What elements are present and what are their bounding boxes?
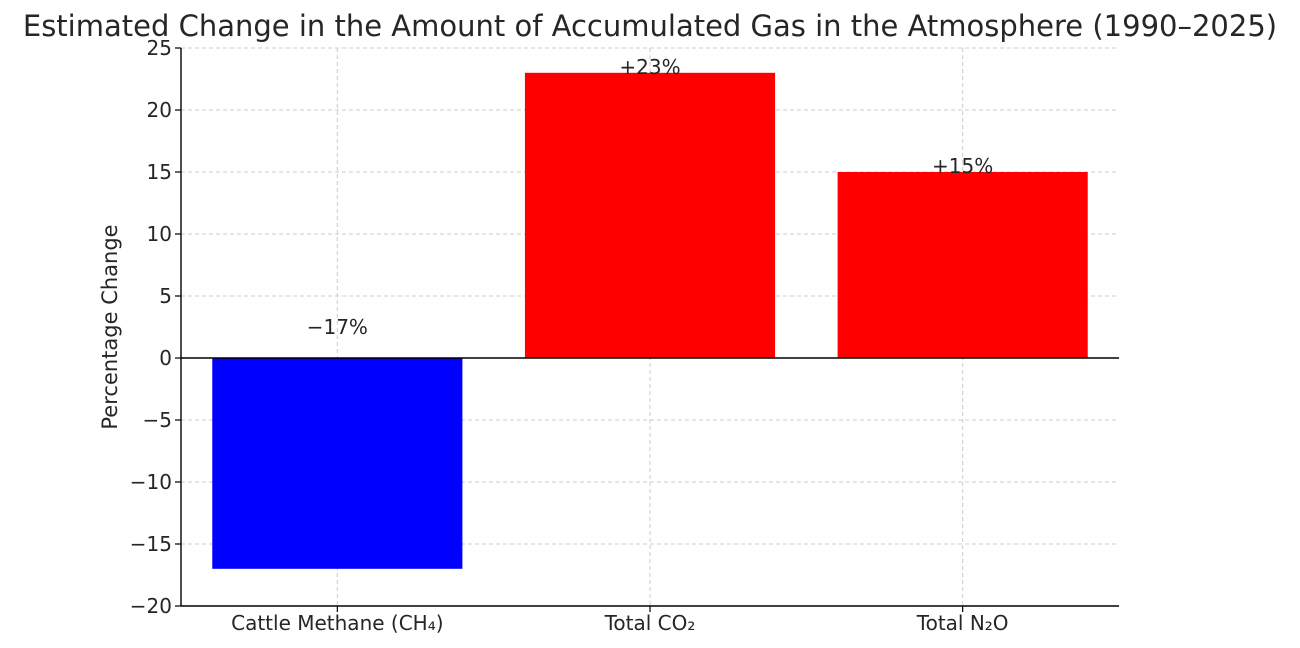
data-label: −17% xyxy=(307,315,368,339)
axes xyxy=(175,47,1119,612)
bar-2 xyxy=(524,72,776,359)
y-tick-label: 20 xyxy=(147,98,172,122)
y-tick-label: 15 xyxy=(147,160,172,184)
labels: −20 −15 −10 −5 0 5 10 15 20 25 Cattle Methane (CH₄… xyxy=(130,36,1009,635)
chart-title: Estimated Change in the Amount of Accumu… xyxy=(23,9,1277,43)
data-label: +15% xyxy=(932,154,993,178)
y-tick-label: 0 xyxy=(159,346,172,370)
x-tick-label: Total N₂O xyxy=(916,611,1009,635)
y-axis-label: Percentage Change xyxy=(98,224,122,429)
bars xyxy=(212,72,1088,569)
data-label: +23% xyxy=(619,55,680,79)
y-tick-label: 10 xyxy=(147,222,172,246)
bar-1 xyxy=(212,358,463,569)
y-tick-label: 25 xyxy=(147,36,172,60)
y-tick-label: −20 xyxy=(130,594,172,618)
x-tick-label: Total CO₂ xyxy=(604,611,696,635)
y-tick-label: −15 xyxy=(130,532,172,556)
y-tick-label: −10 xyxy=(130,470,172,494)
y-tick-label: −5 xyxy=(143,408,172,432)
x-tick-label: Cattle Methane (CH₄) xyxy=(231,611,443,635)
y-tick-label: 5 xyxy=(159,284,172,308)
bar-3 xyxy=(837,172,1088,358)
